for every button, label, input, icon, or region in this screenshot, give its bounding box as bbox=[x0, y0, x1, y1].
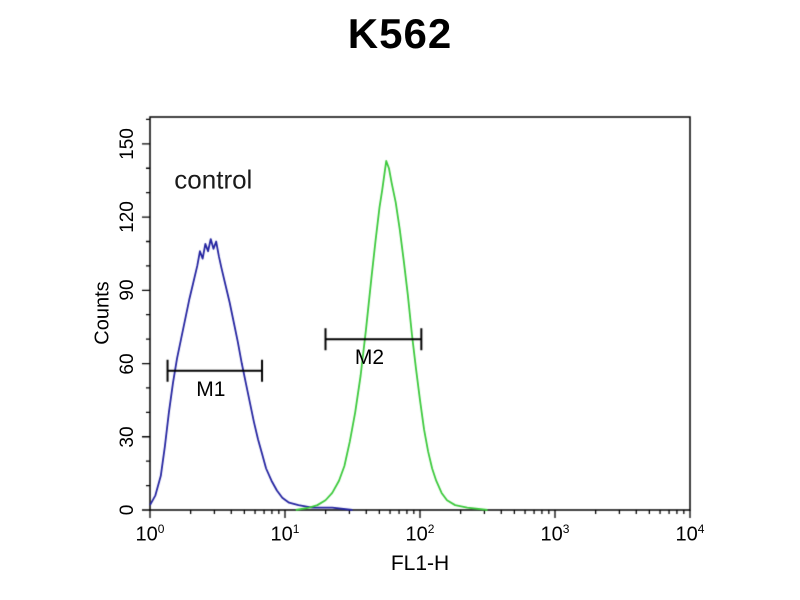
gate-label: M1 bbox=[196, 377, 226, 401]
y-tick-label: 30 bbox=[117, 426, 138, 448]
y-tick-label: 60 bbox=[117, 352, 138, 375]
x-tick-label: 100 bbox=[135, 522, 165, 546]
annotation-control: control bbox=[174, 164, 253, 195]
x-tick-label: 102 bbox=[405, 522, 435, 546]
y-tick-label: 150 bbox=[117, 127, 138, 160]
x-tick-label: 101 bbox=[270, 522, 300, 546]
y-tick-label: 120 bbox=[117, 201, 138, 233]
gate-label: M2 bbox=[354, 346, 385, 370]
y-axis-label: Counts bbox=[91, 281, 114, 345]
x-tick-label: 103 bbox=[540, 522, 570, 546]
y-tick-label: 0 bbox=[117, 504, 138, 516]
x-tick-label: 104 bbox=[675, 522, 705, 546]
x-axis-label: FL1-H bbox=[390, 552, 450, 575]
y-tick-label: 90 bbox=[117, 279, 138, 301]
